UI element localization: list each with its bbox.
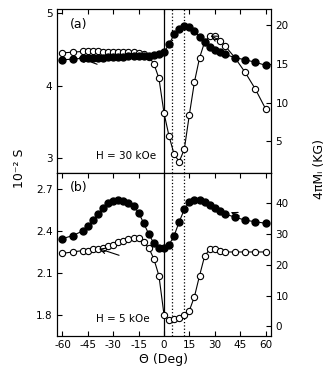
Text: 4πMᵢ (KG): 4πMᵢ (KG) — [313, 139, 326, 199]
Text: (a): (a) — [70, 18, 88, 30]
Text: H = 30 kOe: H = 30 kOe — [96, 151, 156, 161]
Text: H = 5 kOe: H = 5 kOe — [96, 314, 149, 324]
X-axis label: Θ (Deg): Θ (Deg) — [139, 353, 189, 366]
Text: 10⁻² S: 10⁻² S — [13, 149, 26, 189]
Text: (b): (b) — [70, 181, 88, 194]
